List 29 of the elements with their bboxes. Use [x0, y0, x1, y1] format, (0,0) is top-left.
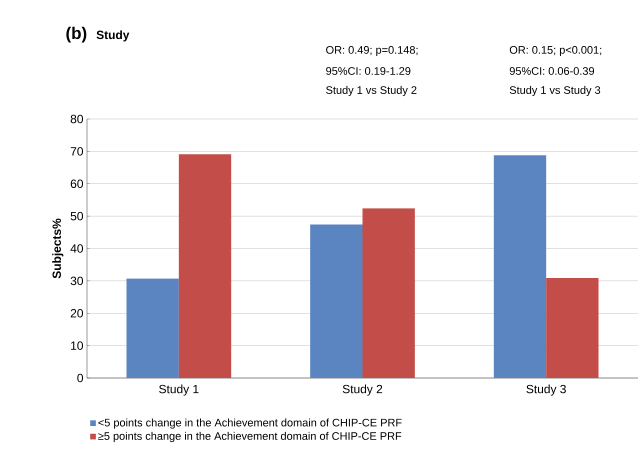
- x-tick-label: Study 3: [526, 384, 566, 396]
- y-tick-label: 0: [77, 374, 84, 382]
- y-tick-label: 20: [70, 309, 84, 318]
- text: OR: 0.49; p=0.148;: [326, 46, 418, 56]
- chart-subtitle: Study: [96, 30, 130, 42]
- text: 95%CI: 0.19-1.29: [326, 67, 410, 75]
- y-tick-label: 80: [70, 114, 84, 124]
- y-axis-title: Subjects%: [52, 218, 64, 278]
- y-tick-label: 30: [70, 276, 84, 286]
- x-tick-label: Study 2: [342, 384, 382, 396]
- bar: [362, 208, 415, 378]
- text: 95%CI: 0.06-0.39: [510, 67, 594, 75]
- y-tick-label: 10: [71, 341, 84, 350]
- y-tick-label: 40: [70, 244, 84, 253]
- bar: [310, 224, 363, 378]
- chart-title: (b): [66, 26, 86, 43]
- bar: [126, 278, 179, 378]
- text: OR: 0.15; p<0.001;: [510, 46, 602, 56]
- bar: [494, 155, 546, 378]
- bar: [546, 278, 599, 378]
- y-tick-label: 60: [70, 180, 84, 188]
- y-tick-label: 50: [70, 212, 84, 220]
- text: Study 1 vs Study 3: [510, 86, 600, 96]
- bar: [178, 154, 232, 378]
- text: Study 1 vs Study 2: [326, 86, 416, 96]
- x-tick-label: Study 1: [159, 384, 199, 396]
- legend-label: <5 points change in the Achievement domain of CHIP-CE PRF: [98, 418, 402, 429]
- legend-label: ≥5 points change in the Achievement domain of CHIP-CE PRF: [98, 432, 402, 442]
- y-tick-label: 70: [70, 147, 84, 156]
